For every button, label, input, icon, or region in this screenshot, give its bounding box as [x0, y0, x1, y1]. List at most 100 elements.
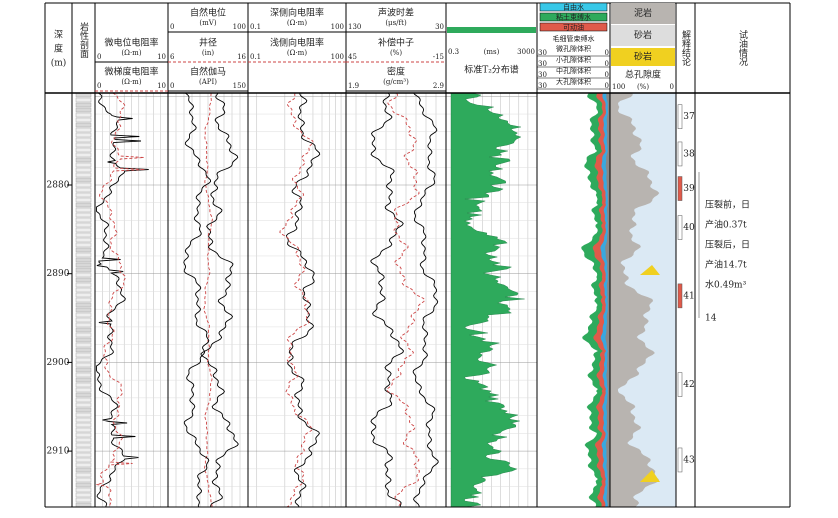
deep-res-curve: [286, 92, 321, 508]
litho-cell: [75, 272, 92, 278]
ac-curve: [370, 92, 405, 508]
litho-cell: [75, 462, 92, 468]
test-line: 14: [705, 314, 717, 324]
curve-unit: (mV): [199, 19, 216, 27]
litho-cell: [75, 317, 92, 323]
fluid-row: 中孔隙体积: [556, 66, 591, 75]
litho-cell: [75, 227, 92, 233]
scale-min: 130: [348, 23, 361, 31]
litho-cell: [75, 312, 92, 318]
scale-max: 10: [157, 53, 166, 61]
scale-max: 150: [233, 82, 246, 90]
fluid-legend: [539, 12, 608, 22]
litho-cell: [75, 282, 92, 288]
layer-number: 40: [683, 223, 695, 233]
litho-cell: [75, 117, 92, 123]
litho-cell: [75, 357, 92, 363]
litho-cell: [75, 242, 92, 248]
fluid-legend: [539, 2, 608, 12]
gr-curve: [183, 92, 212, 508]
litho-cell: [75, 137, 92, 143]
depth-tick: 2890: [47, 269, 70, 279]
scale-min: 100: [612, 83, 625, 91]
t2-legend: [447, 27, 536, 33]
scale-min: 0.1: [250, 23, 261, 31]
curve-unit: (%): [390, 49, 402, 57]
litho-cell: [75, 142, 92, 148]
litho-cell: [75, 107, 92, 113]
layer-number: 42: [683, 380, 694, 390]
den-curve: [412, 92, 439, 508]
fluid-area: [605, 93, 610, 507]
scale-min: 0.1: [250, 53, 261, 61]
litho-cell: [75, 392, 92, 398]
litho-cell: [75, 367, 92, 373]
litho-cell: [75, 232, 92, 238]
litho-cell: [75, 257, 92, 263]
scale-max: 100: [331, 23, 344, 31]
litho-cell: [75, 262, 92, 268]
depth-label: 度: [54, 43, 63, 55]
rock-legend-label: 泥岩: [634, 7, 652, 19]
litho-cell: [75, 167, 92, 173]
oil-area: [640, 470, 660, 482]
litho-cell: [75, 382, 92, 388]
scale-max: 3000: [517, 48, 535, 56]
layer-bar: [677, 372, 683, 397]
depth-label: 深: [54, 30, 63, 41]
depth-tick: 2900: [47, 358, 70, 368]
scale-min: 0: [170, 82, 174, 90]
scale-max: 100: [331, 53, 344, 61]
rock-title: 总孔隙度: [625, 69, 661, 81]
litho-cell: [75, 172, 92, 178]
fluid-row: 微孔隙体积: [556, 44, 591, 53]
litho-cell: [75, 197, 92, 203]
litho-cell: [75, 487, 92, 493]
scale-max: 100: [233, 23, 246, 31]
rock-legend: [611, 48, 675, 66]
curve-unit: (ms): [484, 48, 500, 56]
litho-cell: [75, 302, 92, 308]
litho-cell: [75, 162, 92, 168]
scale-min: 30: [538, 71, 547, 79]
litho-cell: [75, 297, 92, 303]
rock-legend: [611, 25, 675, 46]
depth-tick: 2880: [47, 181, 70, 191]
litho-cell: [75, 362, 92, 368]
litho-cell: [75, 127, 92, 133]
litho-cell: [75, 342, 92, 348]
litho-cell: [75, 347, 92, 353]
layer-bar: [677, 141, 683, 167]
litho-cell: [75, 277, 92, 283]
litho-cell: [75, 322, 92, 328]
curve-unit: (Ω·m): [121, 78, 141, 86]
fluid-title: 毛细管束缚水: [553, 34, 595, 43]
interp-label: 解释结论: [680, 29, 691, 66]
curve-name: 自然电位: [190, 7, 226, 19]
micro-curve: [96, 92, 145, 508]
fluid-legend: [539, 22, 608, 32]
litho-cell: [75, 387, 92, 393]
litho-cell: [75, 477, 92, 483]
litho-cell: [75, 177, 92, 183]
litho-cell: [75, 432, 92, 438]
rock-legend-label: 砂岩: [634, 51, 652, 63]
micro-curve: [96, 92, 149, 508]
test-line: 产油14.7t: [705, 259, 747, 271]
sp-curve: [200, 92, 239, 507]
shallow-res-curve: [279, 92, 314, 508]
curve-name: 浅侧向电阻率: [270, 37, 324, 49]
fluid-legend-label: 自由水: [563, 3, 584, 12]
curve-name: 微电位电阻率: [104, 37, 158, 49]
litho-cell: [75, 157, 92, 163]
litho-cell: [75, 307, 92, 313]
scale-min: 0.3: [448, 48, 459, 56]
curve-unit: (Ω·m): [287, 19, 307, 27]
curve-unit: (μs/ft): [385, 19, 407, 27]
litho-cell: [75, 412, 92, 418]
curve-name: 深侧向电阻率: [270, 7, 324, 19]
scale-min: 1.9: [348, 82, 359, 90]
litho-cell: [75, 402, 92, 408]
litho-cell: [75, 217, 92, 223]
litho-label: 岩性剖面: [78, 21, 89, 59]
